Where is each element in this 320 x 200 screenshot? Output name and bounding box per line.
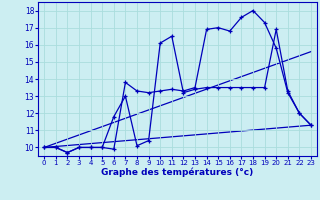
X-axis label: Graphe des températures (°c): Graphe des températures (°c) <box>101 168 254 177</box>
